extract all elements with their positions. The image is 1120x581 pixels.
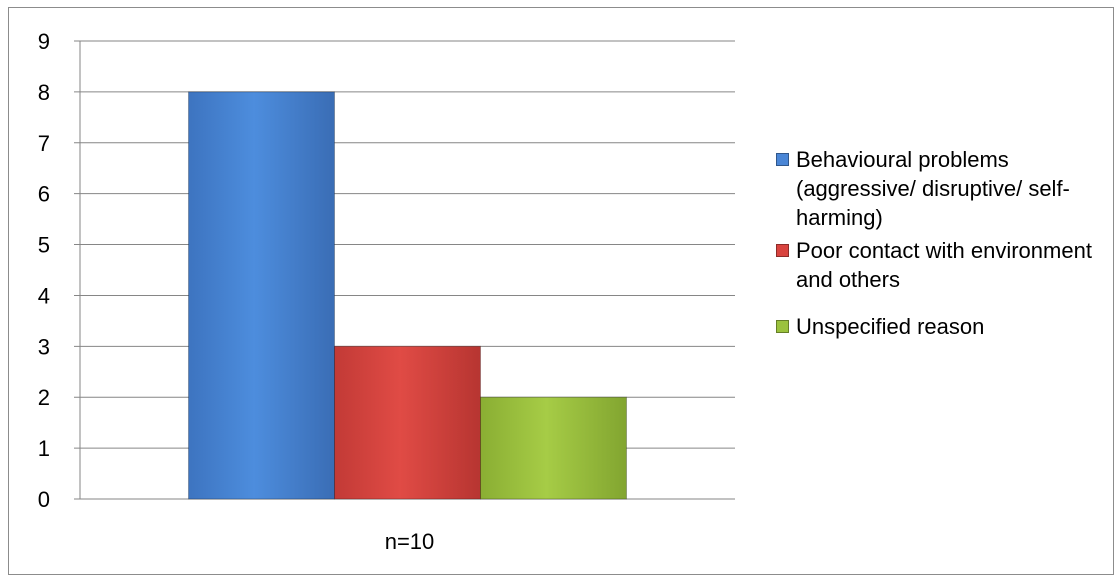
y-tick-label: 6 — [38, 182, 50, 207]
legend-label-poor-contact: Poor contact with environment and others — [796, 238, 1092, 292]
legend-item: Behavioural problems (aggressive/ disrup… — [776, 145, 1111, 232]
bar-behavioural — [188, 91, 335, 500]
bars — [188, 91, 627, 500]
y-tick-label: 8 — [38, 80, 50, 105]
y-tick-label: 4 — [38, 283, 50, 308]
legend-item: Poor contact with environment and others — [776, 236, 1111, 294]
y-tick-label: 5 — [38, 233, 50, 258]
bar-poor-contact — [334, 345, 481, 500]
y-tick-label: 0 — [38, 487, 50, 512]
legend-item: Unspecified reason — [776, 312, 1111, 341]
y-tick-label: 2 — [38, 385, 50, 410]
y-tick-label: 3 — [38, 334, 50, 359]
legend-swatch-behavioural — [776, 153, 789, 166]
legend-swatch-unspecified — [776, 320, 789, 333]
y-tick-labels: 0 1 2 3 4 5 6 7 8 9 — [38, 29, 50, 512]
x-tick-labels: n=10 — [385, 529, 435, 554]
legend: Behavioural problems (aggressive/ disrup… — [776, 145, 1111, 341]
y-tick-label: 7 — [38, 131, 50, 156]
bar-unspecified — [480, 396, 627, 500]
legend-label-unspecified: Unspecified reason — [796, 314, 985, 339]
y-tick-label: 1 — [38, 436, 50, 461]
legend-swatch-poor-contact — [776, 244, 789, 257]
y-tick-label: 9 — [38, 29, 50, 54]
x-tick-label: n=10 — [385, 529, 435, 554]
legend-label-behavioural: Behavioural problems (aggressive/ disrup… — [796, 147, 1070, 230]
